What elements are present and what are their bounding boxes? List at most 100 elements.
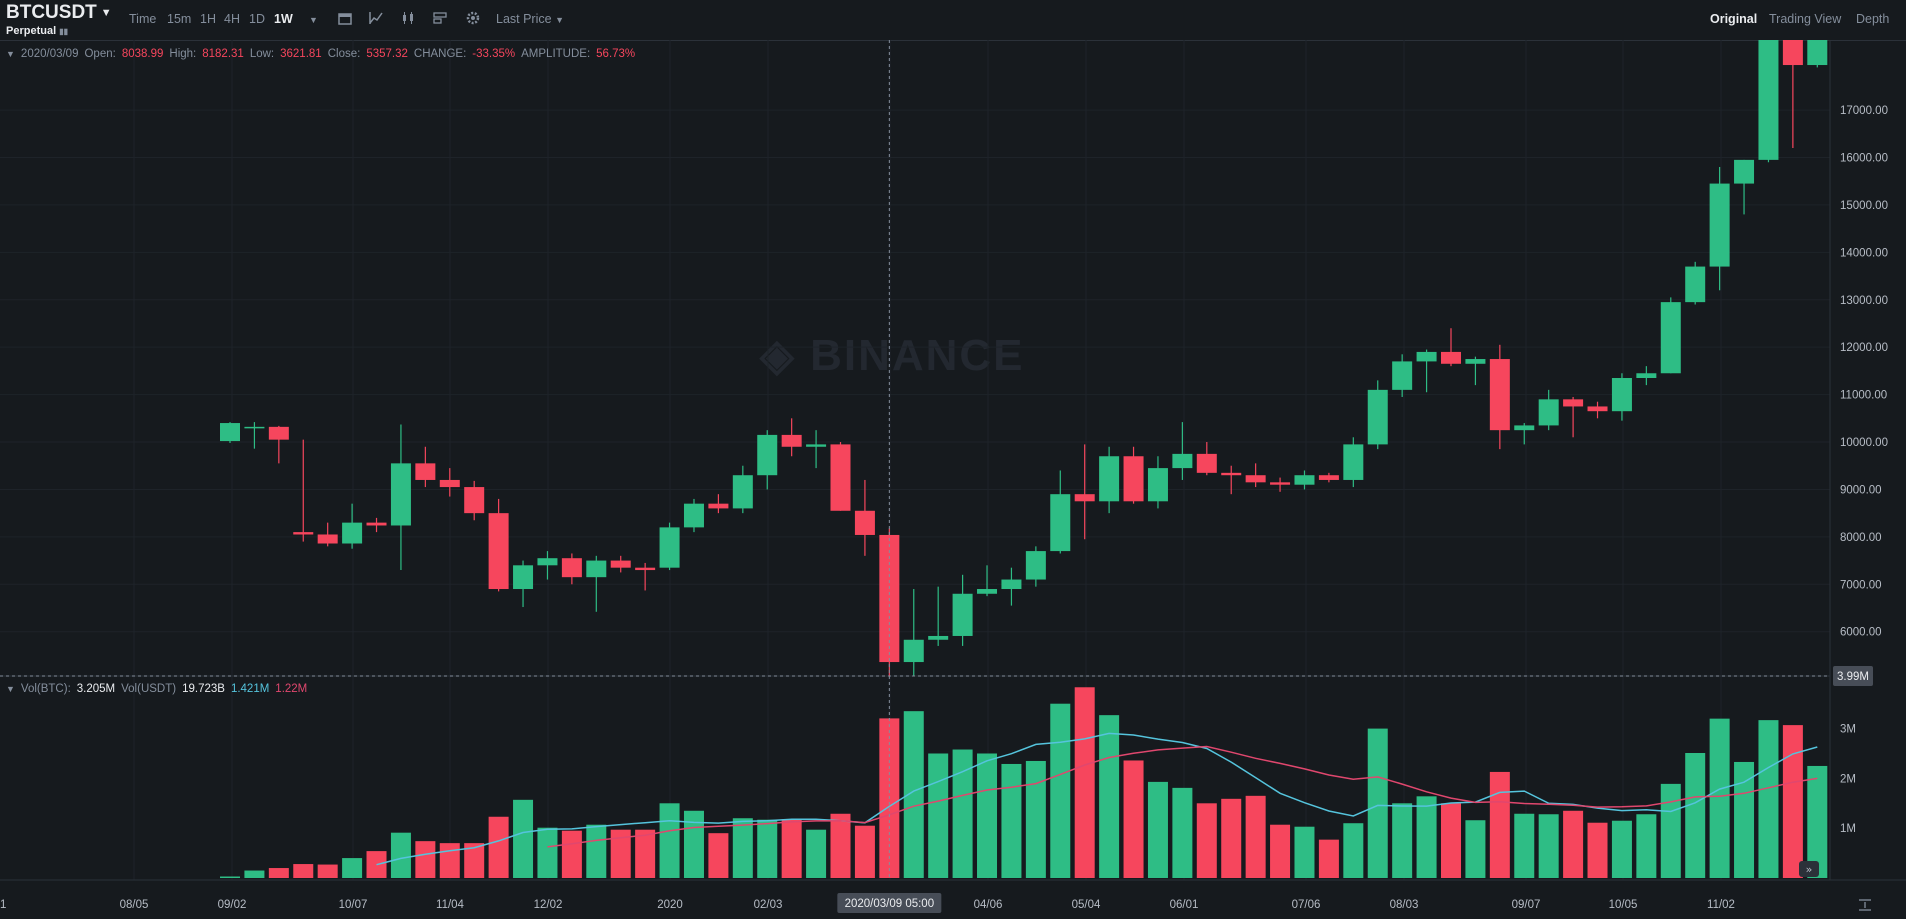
- volume-bar: [659, 803, 680, 878]
- candle-body: [757, 434, 778, 476]
- candle-body: [928, 635, 949, 640]
- volume-bar: [488, 816, 509, 878]
- volume-bar: [1611, 820, 1632, 878]
- collapse-icon[interactable]: ▼: [6, 684, 15, 694]
- interval-15m[interactable]: 15m: [167, 12, 192, 26]
- volume-bar: [781, 819, 802, 878]
- symbol-selector[interactable]: BTCUSDT ▼: [6, 2, 112, 24]
- volume-bar: [1807, 765, 1828, 878]
- volume-ma-slow-line: [547, 745, 1818, 848]
- volume-bar: [757, 819, 778, 878]
- view-trading-view[interactable]: Trading View: [1769, 12, 1842, 26]
- watermark-text: BINANCE: [810, 331, 1025, 380]
- volume-bar: [1123, 760, 1144, 878]
- volume-bar: [977, 753, 998, 878]
- interval-1w[interactable]: 1W: [274, 12, 293, 26]
- candle-body: [1563, 399, 1584, 407]
- time-tick-label: 2020: [657, 899, 683, 911]
- candle-body: [464, 487, 485, 514]
- change-value: -33.35%: [472, 48, 516, 60]
- low-label: Low:: [249, 48, 275, 60]
- volume-bar: [903, 711, 924, 878]
- price-tick-label: 10000.00: [1840, 437, 1888, 449]
- low-value: 3621.81: [280, 48, 322, 60]
- volume-bar: [1001, 763, 1022, 878]
- vol-usdt-value: 19.723B: [182, 683, 225, 695]
- volume-bar: [683, 810, 704, 878]
- candle-body: [1001, 579, 1022, 590]
- price-tick-label: 14000.00: [1840, 247, 1888, 259]
- candlestick-chart[interactable]: 6000.00 7000.00 8000.00 9000.00 10000.00 1100…: [0, 40, 1906, 919]
- scroll-to-latest-button[interactable]: [1799, 861, 1819, 877]
- crosshair-value-badge: [1833, 666, 1873, 686]
- candle-body: [1074, 494, 1095, 502]
- volume-tick-label: 3M: [1840, 724, 1856, 736]
- volume-bar: [732, 818, 753, 878]
- volume-bar: [1025, 760, 1046, 878]
- candle-body: [586, 560, 607, 578]
- volume-bar: [439, 843, 460, 878]
- candle-body: [1123, 456, 1144, 502]
- collapse-icon[interactable]: ▼: [6, 49, 15, 59]
- calendar-icon[interactable]: [338, 11, 352, 25]
- interval-4h[interactable]: 4H: [224, 12, 240, 26]
- candle-body: [1538, 399, 1559, 426]
- time-tick-label: 05/04: [1072, 899, 1101, 911]
- price-tick-label: 12000.00: [1840, 342, 1888, 354]
- more-intervals-icon[interactable]: ▼: [309, 15, 318, 25]
- volume-bar: [1709, 718, 1730, 878]
- price-tick-label: 17000.00: [1840, 105, 1888, 117]
- time-tick-label: 06/01: [1170, 899, 1199, 911]
- candle-body: [1318, 475, 1339, 480]
- volume-bar: [268, 868, 289, 878]
- volume-tick-label: 2M: [1840, 773, 1856, 785]
- price-tick-label: 15000.00: [1840, 200, 1888, 212]
- candle-body: [537, 558, 558, 566]
- layout-icon[interactable]: [433, 11, 447, 25]
- candle-body: [1196, 453, 1217, 473]
- candle-body: [806, 444, 827, 447]
- candles-group: [220, 40, 1828, 676]
- candle-body: [781, 434, 802, 447]
- time-tick-label: 11/04: [436, 899, 465, 911]
- candle-body: [268, 426, 289, 440]
- volume-bar: [1221, 798, 1242, 878]
- view-depth[interactable]: Depth: [1856, 12, 1890, 26]
- candle-body: [977, 589, 998, 594]
- candle-body: [1758, 40, 1779, 160]
- candle-body: [561, 558, 582, 578]
- interval-1d[interactable]: 1D: [249, 12, 265, 26]
- volume-bar: [342, 858, 363, 878]
- volume-bar: [1270, 824, 1291, 878]
- time-tick-label: 08/05: [120, 899, 149, 911]
- price-tick-label: 13000.00: [1840, 295, 1888, 307]
- candle-body: [1172, 453, 1193, 469]
- candle-body: [390, 463, 411, 526]
- settings-gear-icon[interactable]: [466, 11, 480, 25]
- view-original[interactable]: Original: [1710, 12, 1758, 26]
- volume-bar: [830, 813, 851, 878]
- candle-body: [1270, 482, 1291, 485]
- volume-bar: [1514, 813, 1535, 878]
- candle-body: [488, 513, 509, 590]
- volume-bar: [1318, 839, 1339, 878]
- indicators-icon[interactable]: [369, 11, 383, 25]
- interval-1h[interactable]: 1H: [200, 12, 216, 26]
- volume-bar: [317, 864, 338, 878]
- volume-bar: [561, 830, 582, 878]
- volume-bar: [537, 827, 558, 878]
- interval-time[interactable]: Time: [129, 12, 157, 26]
- candle-body: [366, 522, 387, 526]
- time-tick-label: 04/06: [974, 899, 1003, 911]
- price-source-dropdown[interactable]: Last Price ▼: [496, 12, 564, 26]
- candle-type-icon[interactable]: [401, 11, 415, 25]
- volume-bar: [1563, 810, 1584, 878]
- candle-body: [708, 503, 729, 509]
- volume-bar: [952, 749, 973, 878]
- ma-slow-value: 1.22M: [275, 683, 308, 695]
- volume-group: [220, 687, 1828, 878]
- candle-body: [1489, 359, 1510, 431]
- time-tick-label: 10/05: [1609, 899, 1638, 911]
- candle-body: [659, 527, 680, 568]
- candle-body: [1221, 472, 1242, 476]
